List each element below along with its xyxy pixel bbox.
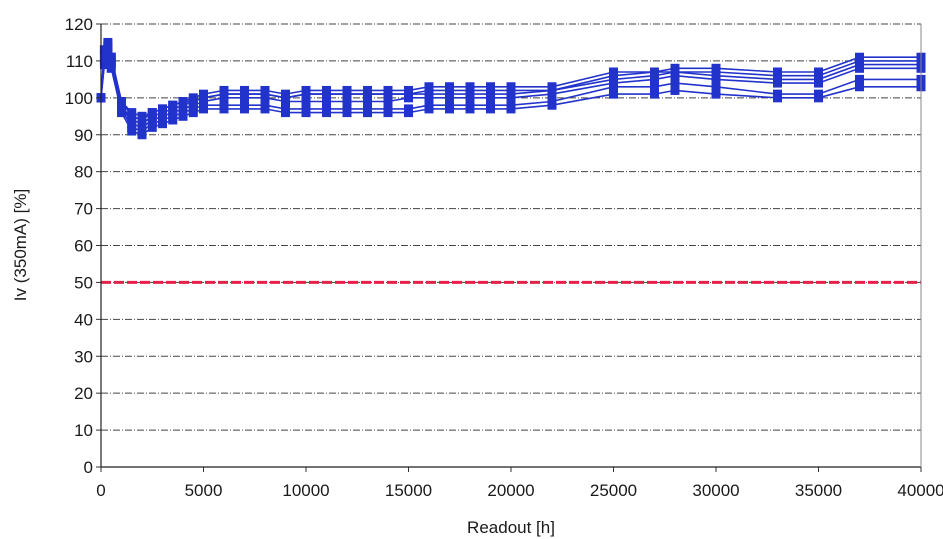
data-point (147, 108, 157, 118)
x-tick-label: 35000 (795, 481, 842, 500)
data-point (855, 82, 864, 92)
data-point (404, 85, 413, 95)
data-point (322, 85, 331, 95)
data-point (711, 89, 721, 99)
data-point (855, 74, 864, 84)
data-point (711, 82, 721, 92)
data-point (609, 89, 618, 99)
data-point (855, 52, 864, 62)
data-point (814, 89, 823, 99)
y-tick-label: 30 (74, 347, 93, 366)
data-point (445, 82, 454, 92)
data-point (342, 85, 352, 95)
data-point (465, 100, 475, 110)
data-point (322, 104, 331, 114)
data-point (322, 97, 331, 107)
y-tick-label: 70 (74, 200, 93, 219)
data-point (240, 85, 249, 95)
data-point (342, 104, 352, 114)
y-tick-label: 0 (84, 458, 93, 477)
y-tick-label: 20 (74, 384, 93, 403)
data-point (363, 85, 372, 95)
data-point (650, 89, 659, 99)
data-point (650, 82, 659, 92)
data-point (137, 111, 147, 121)
data-point (814, 67, 823, 77)
data-point (424, 100, 434, 110)
axes (96, 23, 922, 472)
y-tick-label: 80 (74, 163, 93, 182)
y-tick-label: 110 (66, 52, 93, 71)
x-tick-label: 30000 (692, 481, 739, 500)
data-point (383, 85, 393, 95)
data-point (404, 104, 413, 114)
data-point (168, 100, 178, 110)
data-point (106, 52, 116, 62)
y-tick-label: 90 (74, 126, 93, 145)
data-point (650, 67, 659, 77)
data-point (219, 85, 229, 95)
data-point (424, 82, 434, 92)
data-point (260, 85, 270, 95)
data-point (99, 45, 109, 55)
data-point (547, 82, 557, 92)
data-point (363, 97, 372, 107)
data-point (188, 93, 198, 103)
data-point (670, 85, 680, 95)
data-point (117, 97, 126, 107)
data-point (260, 100, 270, 110)
data-point (363, 104, 372, 114)
data-point (219, 100, 229, 110)
tick-labels: 0 10 20 30 40 50 60 70 80 90 100 110 120 0 5000 10000 15… (65, 15, 943, 500)
x-tick-label: 15000 (385, 481, 432, 500)
x-tick-label: 20000 (487, 481, 534, 500)
data-point (127, 108, 137, 118)
x-tick-label: 0 (96, 481, 105, 500)
data-point (240, 100, 249, 110)
data-point (486, 100, 495, 110)
data-point (609, 67, 618, 77)
data-point (383, 97, 393, 107)
y-tick-label: 50 (74, 273, 93, 292)
y-axis-title: Iv (350mA) [%] (11, 189, 30, 301)
data-point (465, 82, 475, 92)
data-point (445, 100, 454, 110)
data-point (199, 89, 208, 99)
data-point (281, 89, 290, 99)
data-point (342, 97, 352, 107)
y-tick-label: 120 (65, 15, 93, 34)
x-tick-label: 40000 (897, 481, 943, 500)
data-point (773, 89, 782, 99)
data-point (301, 104, 311, 114)
data-point (670, 63, 680, 73)
data-point (506, 82, 516, 92)
x-tick-label: 5000 (185, 481, 223, 500)
y-tick-label: 10 (74, 421, 93, 440)
data-point (383, 104, 393, 114)
data-point (547, 97, 557, 107)
data-point (178, 97, 188, 107)
data-point (670, 78, 680, 88)
data-point (711, 63, 721, 73)
data-point (301, 85, 311, 95)
data-point (158, 104, 167, 114)
data-point (506, 100, 516, 110)
data-point (301, 97, 311, 107)
y-tick-label: 60 (74, 237, 93, 256)
data-point (103, 37, 113, 47)
y-tick-label: 40 (74, 310, 93, 329)
x-axis-title: Readout [h] (467, 518, 555, 537)
data-point (773, 67, 782, 77)
x-tick-label: 10000 (282, 481, 329, 500)
series-lines (96, 37, 926, 140)
data-point (486, 82, 495, 92)
y-tick-label: 100 (65, 89, 93, 108)
data-point (281, 104, 290, 114)
x-tick-label: 25000 (590, 481, 637, 500)
